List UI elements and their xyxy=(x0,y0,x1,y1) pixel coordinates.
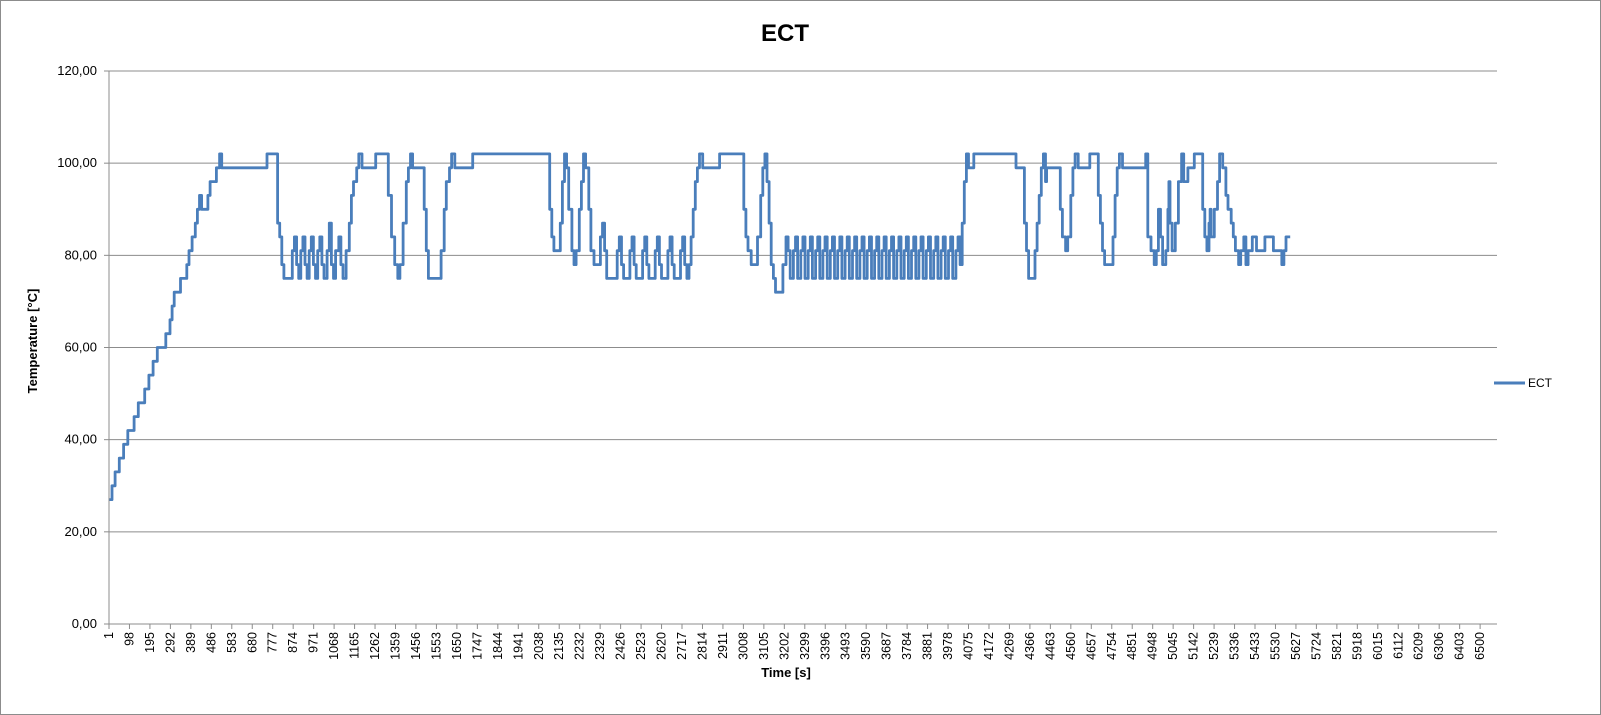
x-tick-label: 5627 xyxy=(1289,632,1303,660)
x-tick-label: 3202 xyxy=(777,632,791,660)
x-axis-title: Time [s] xyxy=(761,665,811,680)
y-axis-tick-labels: 0,00 20,00 40,00 60,00 80,00 100,00 120,00 xyxy=(57,63,109,631)
x-tick-label: 1068 xyxy=(327,632,341,660)
x-tick-label: 4366 xyxy=(1023,632,1037,660)
x-tick-label: 777 xyxy=(266,632,280,653)
x-tick-label: 6209 xyxy=(1412,632,1426,660)
x-tick-label: 2329 xyxy=(593,632,607,660)
x-tick-label: 6500 xyxy=(1473,632,1487,660)
x-tick-label: 4560 xyxy=(1064,632,1078,660)
x-tick-label: 3493 xyxy=(839,632,853,660)
x-tick-label: 2135 xyxy=(552,632,566,660)
x-tick-label: 1456 xyxy=(409,632,423,660)
x-tick-label: 680 xyxy=(245,632,259,653)
x-tick-label: 3396 xyxy=(818,632,832,660)
x-tick-label: 2620 xyxy=(655,632,669,660)
x-tick-label: 5045 xyxy=(1166,632,1180,660)
x-tick-label: 2814 xyxy=(695,632,709,660)
x-tick-label: 5336 xyxy=(1228,632,1242,660)
y-tick-label: 120,00 xyxy=(57,63,97,78)
x-tick-label: 4172 xyxy=(982,632,996,660)
x-tick-label: 5724 xyxy=(1309,632,1323,660)
y-axis-title: Temperature [°C] xyxy=(25,289,40,394)
x-tick-label: 2038 xyxy=(532,632,546,660)
y-tick-label: 60,00 xyxy=(64,340,97,355)
x-tick-label: 389 xyxy=(184,632,198,653)
x-tick-label: 3687 xyxy=(880,632,894,660)
series-line-ect xyxy=(109,152,1291,501)
x-tick-label: 3784 xyxy=(900,632,914,660)
y-tick-label: 40,00 xyxy=(64,432,97,447)
x-tick-label: 1 xyxy=(102,632,116,639)
x-tick-label: 6112 xyxy=(1391,632,1405,659)
x-tick-label: 4075 xyxy=(962,632,976,660)
series-layer xyxy=(109,152,1291,501)
x-tick-label: 195 xyxy=(143,632,157,653)
x-tick-label: 2523 xyxy=(634,632,648,660)
x-tick-label: 1262 xyxy=(368,632,382,660)
x-tick-label: 5433 xyxy=(1248,632,1262,660)
x-tick-label: 874 xyxy=(286,632,300,653)
x-tick-label: 971 xyxy=(307,632,321,653)
x-tick-label: 2717 xyxy=(675,632,689,660)
x-tick-label: 6015 xyxy=(1371,632,1385,660)
x-tick-label: 5239 xyxy=(1207,632,1221,660)
x-tick-label: 6306 xyxy=(1432,632,1446,660)
x-tick-label: 4754 xyxy=(1105,632,1119,660)
x-tick-label: 3590 xyxy=(859,632,873,660)
x-tick-label: 1844 xyxy=(491,632,505,660)
x-tick-label: 6403 xyxy=(1453,632,1467,660)
axes xyxy=(108,71,1497,625)
x-tick-label: 4269 xyxy=(1002,632,1016,660)
chart-title: ECT xyxy=(761,20,809,47)
x-tick-label: 3299 xyxy=(798,632,812,660)
x-tick-label: 5821 xyxy=(1330,632,1344,660)
x-tick-label: 1650 xyxy=(450,632,464,660)
x-tick-label: 4851 xyxy=(1125,632,1139,660)
x-tick-label: 3881 xyxy=(921,632,935,660)
x-tick-label: 486 xyxy=(204,632,218,653)
x-tick-label: 3008 xyxy=(736,632,750,660)
x-tick-label: 2911 xyxy=(716,632,730,659)
x-tick-label: 4948 xyxy=(1146,632,1160,660)
y-tick-label: 80,00 xyxy=(64,247,97,262)
x-tick-label: 3105 xyxy=(757,632,771,660)
x-tick-label: 2426 xyxy=(614,632,628,660)
x-tick-label: 5142 xyxy=(1187,632,1201,660)
legend: ECT xyxy=(1494,376,1553,390)
x-tick-label: 98 xyxy=(122,632,136,646)
x-tick-label: 292 xyxy=(163,632,177,653)
y-tick-label: 0,00 xyxy=(72,616,97,631)
x-tick-label: 1165 xyxy=(348,632,362,659)
x-tick-label: 3978 xyxy=(941,632,955,660)
x-tick-label: 2232 xyxy=(573,632,587,660)
x-tick-label: 4463 xyxy=(1043,632,1057,660)
y-tick-label: 100,00 xyxy=(57,155,97,170)
x-tick-label: 5918 xyxy=(1350,632,1364,660)
x-tick-label: 1941 xyxy=(511,632,525,660)
x-tick-label: 4657 xyxy=(1084,632,1098,660)
legend-label-ect: ECT xyxy=(1528,376,1553,390)
x-tick-label: 1359 xyxy=(389,632,403,660)
x-tick-label: 1553 xyxy=(429,632,443,660)
y-tick-label: 20,00 xyxy=(64,524,97,539)
gridlines xyxy=(109,70,1497,533)
x-axis-tick-labels: 1 98 195 292 389 486 583 680 777 874 971 1068 1165 12… xyxy=(102,624,1487,660)
x-tick-label: 1747 xyxy=(470,632,484,660)
x-tick-label: 583 xyxy=(225,632,239,653)
x-tick-label: 5530 xyxy=(1268,632,1282,660)
